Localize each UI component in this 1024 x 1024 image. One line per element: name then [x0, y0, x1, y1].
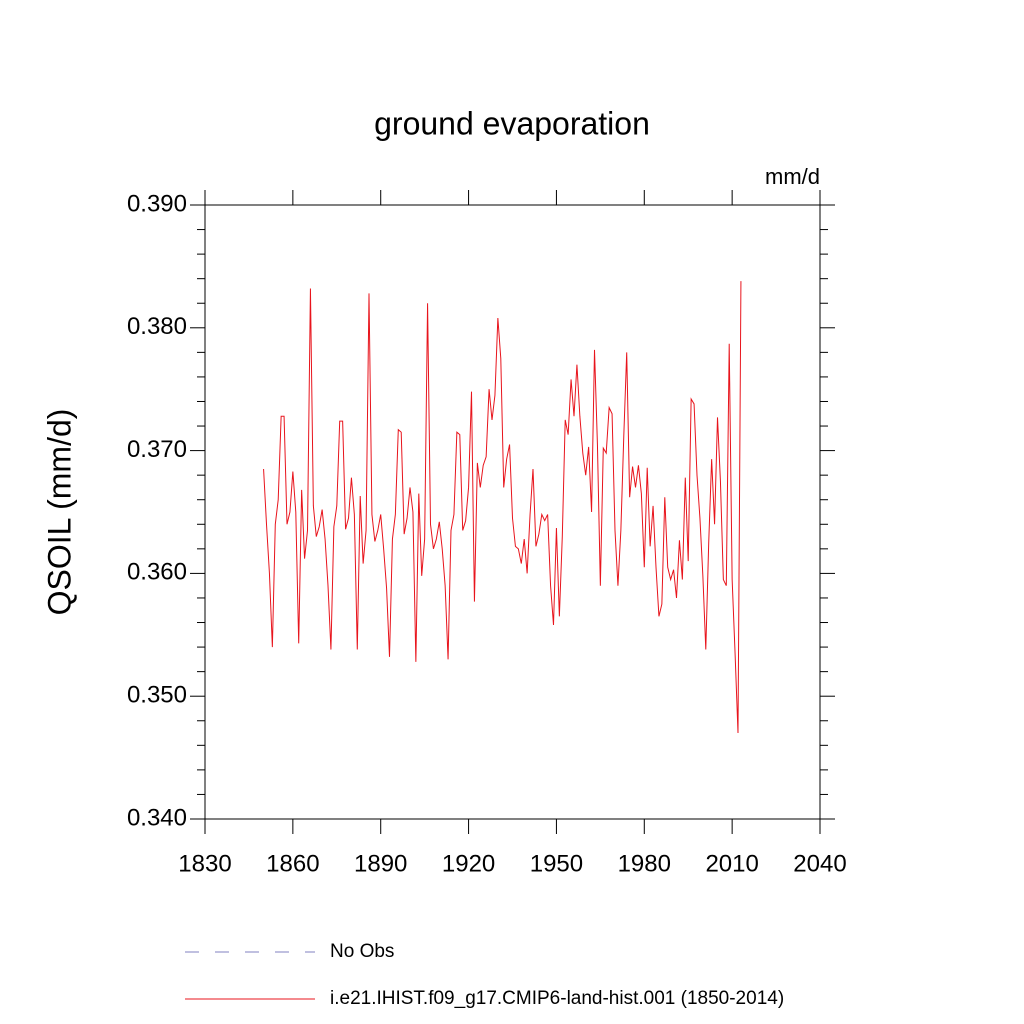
y-tick-label: 0.390 [127, 190, 187, 217]
series-line [263, 281, 742, 734]
y-tick-label: 0.380 [127, 313, 187, 340]
x-tick-label: 1920 [442, 850, 495, 877]
x-tick-label: 1830 [178, 850, 231, 877]
x-tick-label: 2040 [793, 850, 846, 877]
x-tick-label: 2010 [705, 850, 758, 877]
units-label: mm/d [765, 164, 820, 189]
x-tick-label: 1890 [354, 850, 407, 877]
y-tick-label: 0.360 [127, 559, 187, 586]
x-tick-label: 1980 [618, 850, 671, 877]
y-tick-label: 0.350 [127, 682, 187, 709]
y-tick-label: 0.370 [127, 436, 187, 463]
y-axis-label: QSOIL (mm/d) [41, 409, 77, 616]
plot-frame [204, 204, 821, 820]
legend-label: i.e21.IHIST.f09_g17.CMIP6-land-hist.001 … [330, 988, 784, 1009]
y-tick-label: 0.340 [127, 804, 187, 831]
legend-label: No Obs [330, 941, 394, 962]
x-tick-label: 1860 [266, 850, 319, 877]
x-tick-label: 1950 [530, 850, 583, 877]
chart-title: ground evaporation [374, 105, 650, 141]
